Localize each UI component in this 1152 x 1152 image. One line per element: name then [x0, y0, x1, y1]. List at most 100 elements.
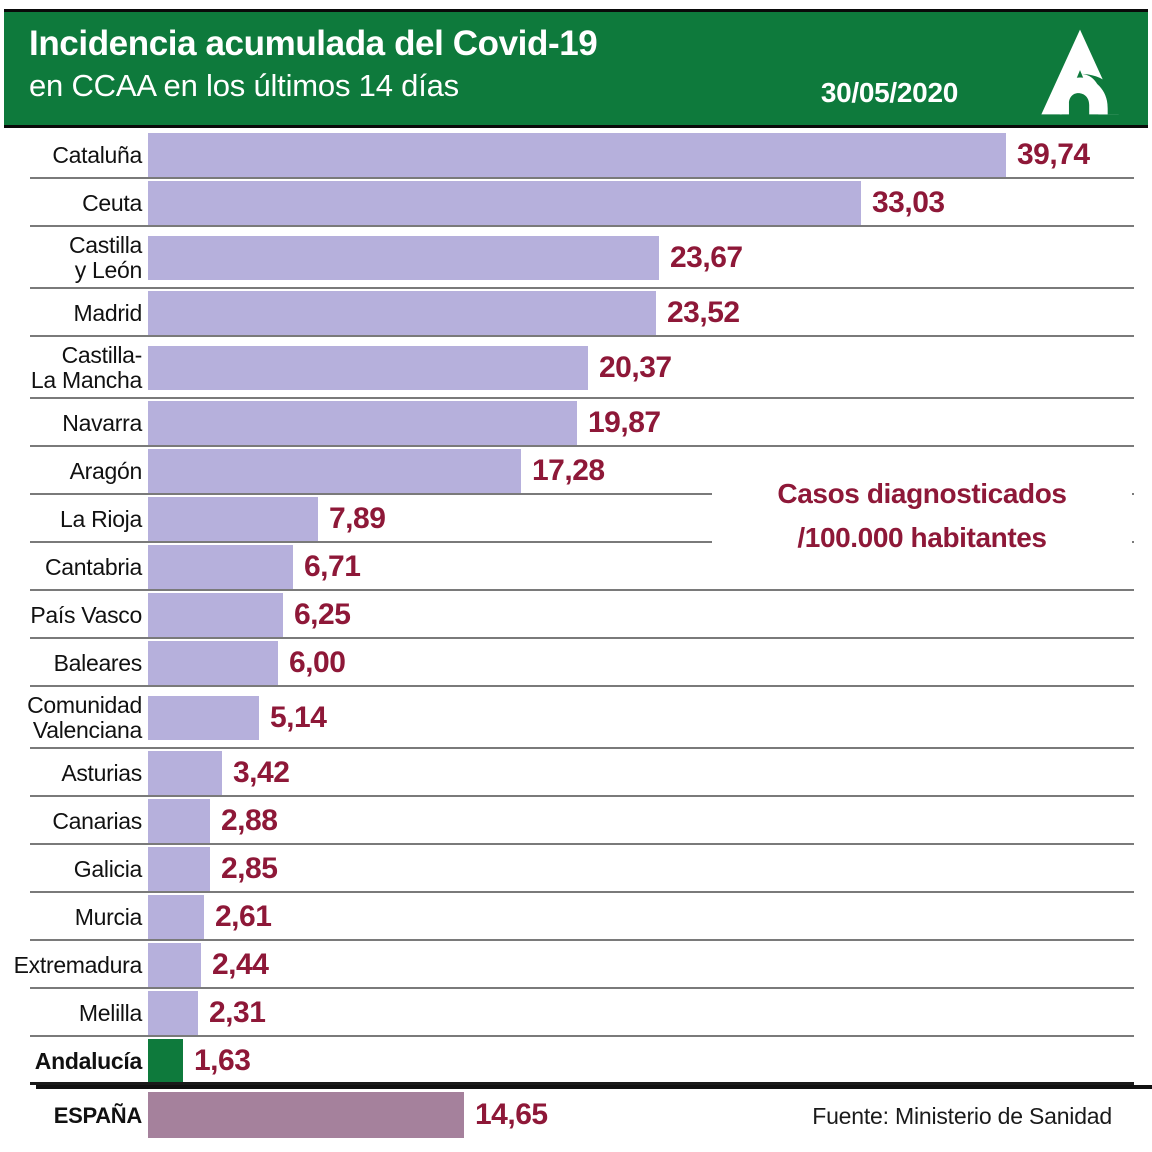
- row-label: Cataluña: [52, 141, 142, 168]
- bar-chart: Cataluña 39,74 Ceuta 33,03 Castilla y León 23…: [0, 131, 1152, 1138]
- annotation-line-1: Casos diagnosticados: [777, 478, 1067, 509]
- row-bar-area: 17,28: [148, 447, 1152, 495]
- row-label: Ceuta: [82, 189, 142, 216]
- chart-row: Cantabria 6,71: [0, 543, 1152, 591]
- bar: [148, 545, 293, 589]
- page-title: Incidencia acumulada del Covid-19: [29, 24, 598, 63]
- chart-row: Murcia 2,61: [0, 893, 1152, 941]
- header-title-group: Incidencia acumulada del Covid-19 en CCA…: [29, 22, 598, 106]
- row-separator: [30, 987, 1134, 989]
- row-separator: [30, 397, 1134, 399]
- chart-row-total: ESPAÑA 14,65: [0, 1089, 1152, 1141]
- bar-value-label: 2,31: [209, 996, 266, 1029]
- chart-row: Andalucía 1,63: [0, 1037, 1152, 1085]
- row-separator: [30, 795, 1134, 797]
- row-bar-area: 23,52: [148, 289, 1152, 337]
- row-bar-area: 20,37: [148, 337, 1152, 399]
- row-label: Melilla: [78, 999, 142, 1026]
- row-bar-area: 23,67: [148, 227, 1152, 289]
- bar-value-label: 2,44: [212, 948, 269, 981]
- report-date: 30/05/2020: [820, 77, 958, 108]
- row-bar-area: 2,31: [148, 989, 1152, 1037]
- total-row-bar-area: 14,65: [148, 1089, 1152, 1141]
- chart-row: La Rioja 7,89: [0, 495, 1152, 543]
- row-label: País Vasco: [30, 601, 142, 628]
- row-bar-area: 2,61: [148, 893, 1152, 941]
- bar: [148, 593, 283, 637]
- annotation-line-2: /100.000 habitantes: [797, 522, 1047, 553]
- source-note: Fuente: Ministerio de Sanidad: [812, 1103, 1112, 1129]
- row-bar-area: 33,03: [148, 179, 1152, 227]
- total-divider: [36, 1085, 1152, 1089]
- bar-value-label: 19,87: [588, 406, 661, 439]
- row-bar-area: 6,71: [148, 543, 1152, 591]
- junta-de-andalucia-logo-icon: [1041, 29, 1119, 115]
- bar-value-label: 20,37: [599, 351, 672, 384]
- row-label: Andalucía: [34, 1047, 143, 1074]
- bar-value-label: 1,63: [194, 1044, 251, 1077]
- bar-value-label: 2,88: [221, 804, 278, 837]
- row-separator: [30, 891, 1134, 893]
- row-label: Galicia: [73, 855, 143, 882]
- row-label: Baleares: [53, 649, 143, 676]
- row-bar-area: 19,87: [148, 399, 1152, 447]
- row-label: Cantabria: [44, 553, 142, 580]
- row-separator: [30, 939, 1134, 941]
- chart-row: Comunidad Valenciana 5,14: [0, 687, 1152, 749]
- row-label: Castilla- La Mancha: [30, 342, 142, 393]
- bar: [148, 895, 204, 939]
- row-separator: [30, 445, 1134, 447]
- bar: [148, 641, 278, 685]
- bar-value-label: 2,85: [221, 852, 278, 885]
- row-label: Castilla y León: [68, 232, 142, 283]
- row-separator: [30, 637, 1134, 639]
- bar: [148, 696, 259, 740]
- bar: [148, 1039, 183, 1083]
- chart-row: Extremadura 2,44: [0, 941, 1152, 989]
- row-label: Murcia: [74, 903, 143, 930]
- row-bar-area: 6,25: [148, 591, 1152, 639]
- chart-header-banner: Incidencia acumulada del Covid-19 en CCA…: [4, 9, 1148, 128]
- bar: [148, 236, 659, 280]
- chart-row: Navarra 19,87: [0, 399, 1152, 447]
- chart-row: Baleares 6,00: [0, 639, 1152, 687]
- row-separator: [30, 541, 1134, 543]
- row-label: Madrid: [73, 299, 142, 326]
- row-label: Aragón: [69, 457, 143, 484]
- bar-value-label: 33,03: [872, 186, 945, 219]
- row-separator: [30, 589, 1134, 591]
- bar-value-label: 5,14: [270, 701, 327, 734]
- chart-row: Castilla- La Mancha 20,37: [0, 337, 1152, 399]
- row-separator: [30, 843, 1134, 845]
- row-separator: [30, 287, 1134, 289]
- row-label: Navarra: [62, 409, 142, 436]
- row-separator: [30, 177, 1134, 179]
- row-separator: [30, 335, 1134, 337]
- row-bar-area: 39,74: [148, 131, 1152, 179]
- row-label: Asturias: [61, 759, 142, 786]
- row-bar-area: 2,44: [148, 941, 1152, 989]
- chart-row: Aragón 17,28: [0, 447, 1152, 495]
- bar: [148, 847, 210, 891]
- row-separator: [30, 685, 1134, 687]
- row-bar-area: 2,88: [148, 797, 1152, 845]
- total-bar: [148, 1092, 464, 1138]
- bar-value-label: 3,42: [233, 756, 290, 789]
- row-label: Canarias: [52, 807, 142, 834]
- bar-value-label: 2,61: [215, 900, 272, 933]
- chart-row: Canarias 2,88: [0, 797, 1152, 845]
- bar: [148, 133, 1006, 177]
- total-bar-value-label: 14,65: [475, 1098, 548, 1131]
- bar-value-label: 6,71: [304, 550, 361, 583]
- bar: [148, 799, 210, 843]
- chart-row: Castilla y León 23,67: [0, 227, 1152, 289]
- row-bar-area: 2,85: [148, 845, 1152, 893]
- bar: [148, 291, 656, 335]
- bar: [148, 943, 201, 987]
- row-separator: [30, 1082, 1134, 1085]
- chart-row: Ceuta 33,03: [0, 179, 1152, 227]
- row-bar-area: 6,00: [148, 639, 1152, 687]
- bar-value-label: 7,89: [329, 502, 386, 535]
- row-bar-area: 7,89: [148, 495, 1152, 543]
